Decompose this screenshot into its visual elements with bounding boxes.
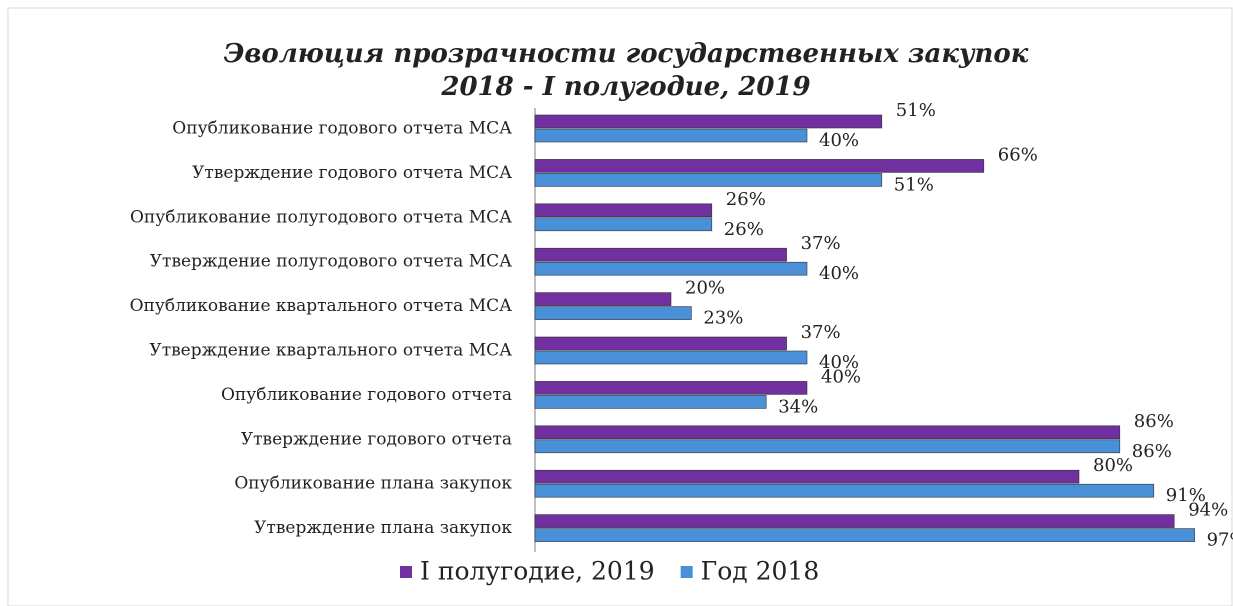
category-label: Опубликование годового отчета (221, 385, 512, 405)
legend-label: Год 2018 (701, 557, 820, 586)
bar (534, 469, 1080, 484)
category-label: Опубликование квартального отчета МСА (130, 296, 513, 316)
bar (534, 514, 1175, 528)
bar (534, 159, 985, 173)
bar (534, 203, 713, 218)
bar (534, 261, 808, 276)
bar (534, 173, 883, 187)
bar (534, 247, 787, 262)
bar (534, 425, 1121, 440)
bar (534, 217, 713, 232)
value-label: 86% (1132, 441, 1172, 462)
chart-subtitle: 2018 - I полугодие, 2019 (440, 72, 810, 102)
bar (534, 306, 692, 320)
value-label: 51% (894, 174, 934, 195)
value-label: 26% (724, 219, 764, 240)
bar (534, 336, 787, 351)
value-label: 86% (1134, 411, 1174, 432)
value-label: 40% (819, 263, 859, 284)
value-label: 91% (1166, 485, 1206, 506)
bar (534, 128, 808, 143)
category-label: Утверждение плана закупок (254, 518, 512, 538)
category-label: Опубликование плана закупок (234, 474, 512, 494)
value-label: 40% (819, 130, 859, 151)
value-label: 40% (819, 352, 859, 373)
category-label: Утверждение квартального отчета МСА (149, 341, 512, 361)
value-label: 37% (801, 233, 841, 254)
value-label: 51% (896, 100, 936, 121)
legend-label: I полугодие, 2019 (420, 557, 655, 586)
bar (534, 381, 808, 395)
value-label: 20% (685, 278, 725, 299)
category-label: Опубликование полугодового отчета МСА (130, 207, 512, 227)
value-label: 40% (821, 366, 861, 387)
bar (534, 439, 1121, 454)
value-label: 66% (998, 144, 1038, 165)
chart-frame (7, 7, 1233, 606)
category-label: Утверждение годового отчета (241, 429, 512, 449)
category-label: Утверждение годового отчета МСА (192, 163, 512, 183)
bar (534, 292, 672, 306)
chart-title: Эволюция прозрачности государственных за… (224, 39, 1029, 69)
value-label: 94% (1188, 500, 1228, 521)
value-label: 26% (726, 189, 766, 210)
bar (534, 350, 808, 365)
bar (534, 395, 767, 409)
value-label: 37% (801, 322, 841, 343)
legend-swatch (400, 566, 412, 578)
category-label: Утверждение полугодового отчета МСА (150, 252, 512, 272)
bar (534, 114, 883, 129)
legend-swatch (680, 566, 693, 578)
value-label: 97% (1207, 530, 1233, 551)
bar (534, 528, 1195, 542)
value-label: 80% (1093, 455, 1133, 476)
category-label: Опубликование годового отчета МСА (172, 119, 512, 139)
value-label: 23% (703, 308, 743, 329)
value-label: 34% (778, 396, 818, 417)
bar (534, 483, 1155, 498)
